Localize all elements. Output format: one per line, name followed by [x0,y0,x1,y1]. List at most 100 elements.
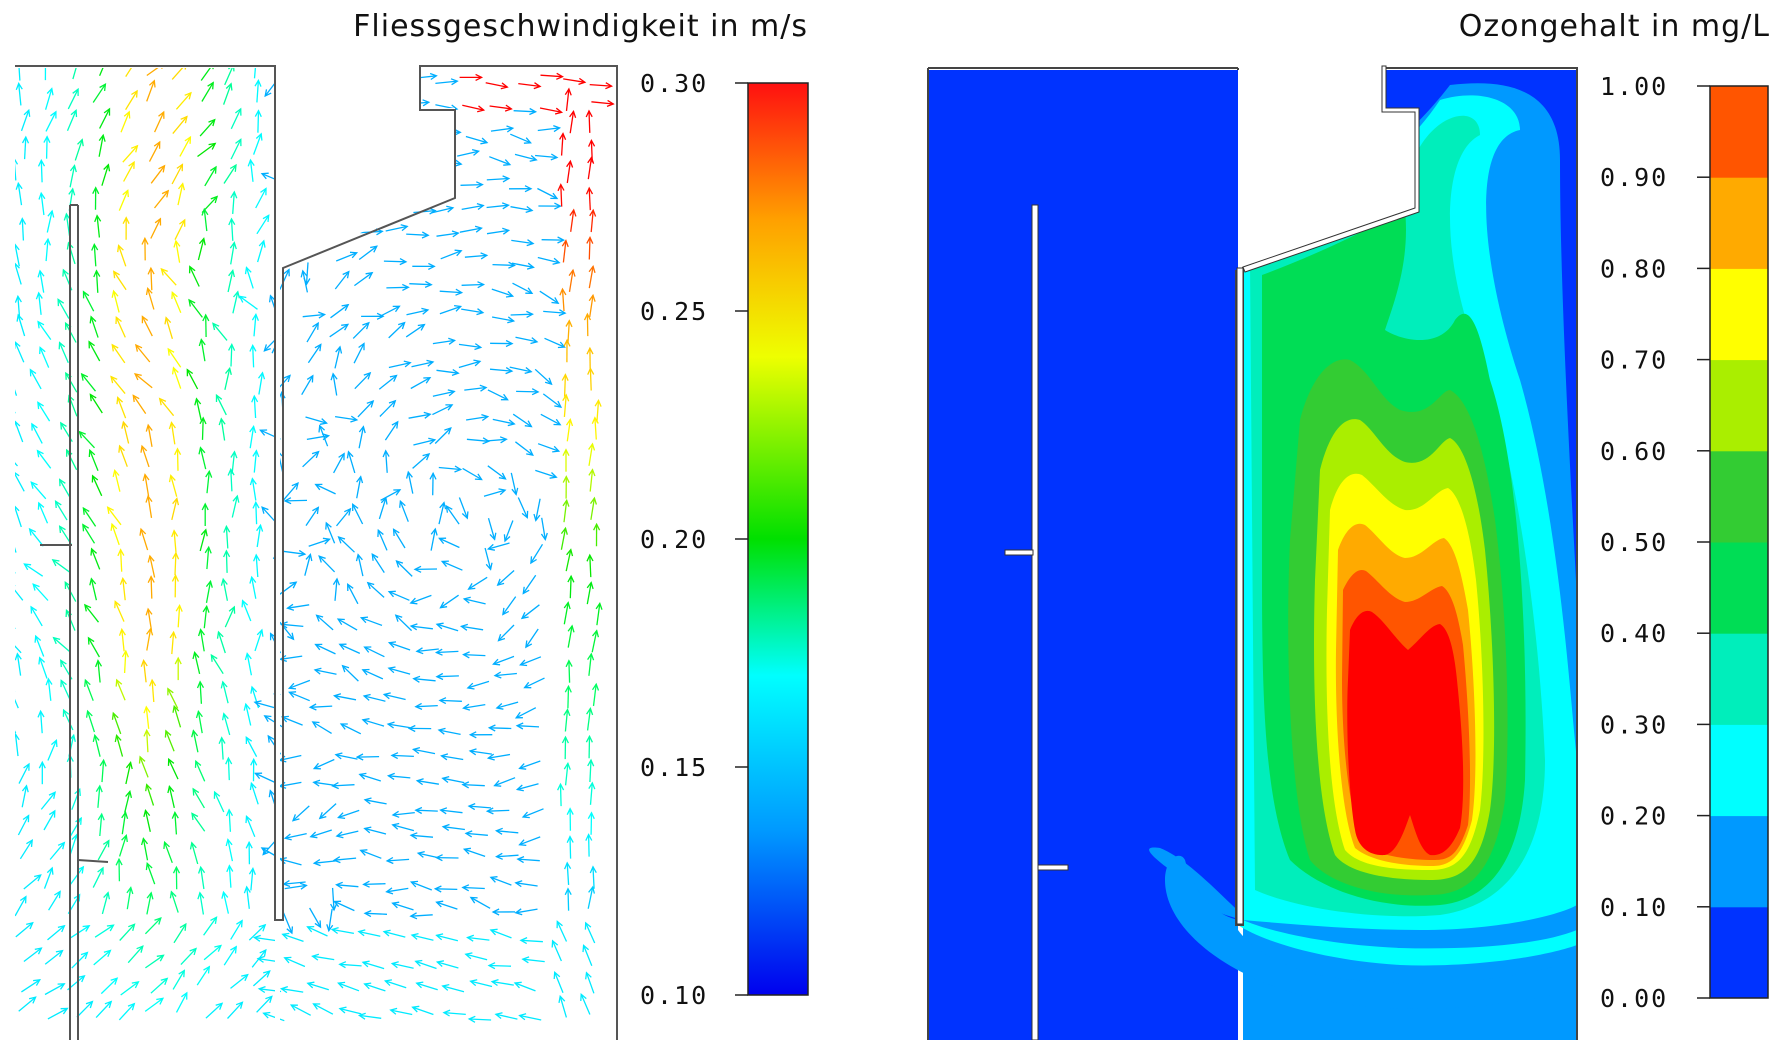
ozone-level-swatch [1710,86,1768,178]
velocity-vector [214,791,225,813]
velocity-vector [290,1004,312,1016]
velocity-vector-head [247,158,255,167]
velocity-vector-head [127,1002,136,1011]
velocity-vector [177,183,184,206]
velocity-vector-head [146,891,154,900]
velocity-vector [464,598,486,605]
velocity-vector [146,730,149,753]
velocity-vector-head [198,446,206,455]
velocity-vector [121,629,125,652]
velocity-vector-head [318,424,326,433]
velocity-vector [115,735,124,757]
velocity-vector [144,917,162,935]
velocity-vector-head [156,954,165,962]
velocity-vector-head [518,839,527,847]
velocity-vector [392,902,414,911]
velocity-vector [223,164,237,184]
velocity-vector [486,229,509,235]
velocity-vector [93,950,111,966]
velocity-vector-head [467,1015,476,1023]
velocity-vector [458,343,481,349]
velocity-vector-head [561,735,569,744]
velocity-vector-head [464,830,473,838]
velocity-vector-head [505,367,514,375]
velocity-vector [67,88,79,110]
velocity-vector [154,111,165,133]
velocity-vector-head [256,628,264,637]
velocity-vector-head [167,784,175,794]
velocity-vector [120,981,139,996]
velocity-vector [436,934,459,942]
velocity-vector [441,560,463,571]
velocity-vector-head [91,242,99,251]
velocity-vector-head [292,246,301,254]
velocity-vector-head [194,397,202,406]
velocity-vector [203,916,218,936]
velocity-vector-head [435,622,444,630]
velocity-vector [308,538,330,547]
ozone-tick-label: 0.60 [1600,437,1668,466]
velocity-vector [467,680,490,689]
velocity-vector [98,135,104,157]
velocity-vector-head [560,526,568,535]
ozone-tick-label: 0.10 [1600,893,1668,922]
velocity-vector-head [220,680,228,689]
velocity-vector [388,775,411,779]
velocity-vector-head [409,912,418,920]
velocity-vector-head [115,315,122,325]
velocity-vector [410,377,431,390]
velocity-vector-head [15,686,16,695]
velocity-vector [566,862,570,885]
velocity-vector [30,481,47,500]
velocity-vector [314,669,337,675]
velocity-vector-head [57,841,66,850]
velocity-vector [336,884,359,888]
velocity-vector [539,290,559,304]
velocity-vector-head [322,537,331,545]
velocity-vector [439,290,462,294]
velocity-vector-head [533,82,542,90]
velocity-vector [32,583,49,601]
velocity-vector [302,313,325,318]
velocity-vector [120,111,130,133]
velocity-vector-head [114,733,122,743]
velocity-vector-head [117,244,124,253]
velocity-vector-head [403,360,412,368]
velocity-vector [306,140,319,160]
velocity-vector [361,617,383,627]
velocity-vector-head [249,343,257,352]
velocity-vector [378,497,387,520]
velocity-vector [488,753,511,759]
velocity-vector [585,972,595,994]
velocity-vector-head [279,621,288,629]
velocity-vector-head [192,650,200,660]
velocity-vector-head [312,506,320,515]
velocity-vector-head [89,577,97,586]
velocity-vector-head [37,501,45,510]
velocity-vector [224,68,235,86]
velocity-vector-head [228,605,236,614]
velocity-vector-head [461,511,469,520]
velocity-vector-head [529,155,538,162]
velocity-vector [139,756,149,778]
velocity-vector [399,500,409,522]
velocity-vector [284,499,308,502]
velocity-vector [23,874,42,890]
velocity-vector-head [21,784,29,793]
velocity-vector-head [174,656,182,665]
velocity-vector-head [386,721,395,729]
velocity-vector-head [168,474,176,483]
velocity-vector-head [249,477,257,486]
velocity-vector-head [111,343,119,352]
velocity-vector-head [261,506,269,514]
velocity-vector [364,983,386,992]
velocity-vector [491,316,514,322]
velocity-vector [468,805,491,809]
velocity-vector [44,950,63,965]
velocity-vector [227,839,234,862]
velocity-vector-head [568,268,576,277]
velocity-vector-head [249,575,257,584]
velocity-vector-head [139,527,147,536]
velocity-vector-head [141,315,149,324]
velocity-vector-head [558,994,566,1004]
